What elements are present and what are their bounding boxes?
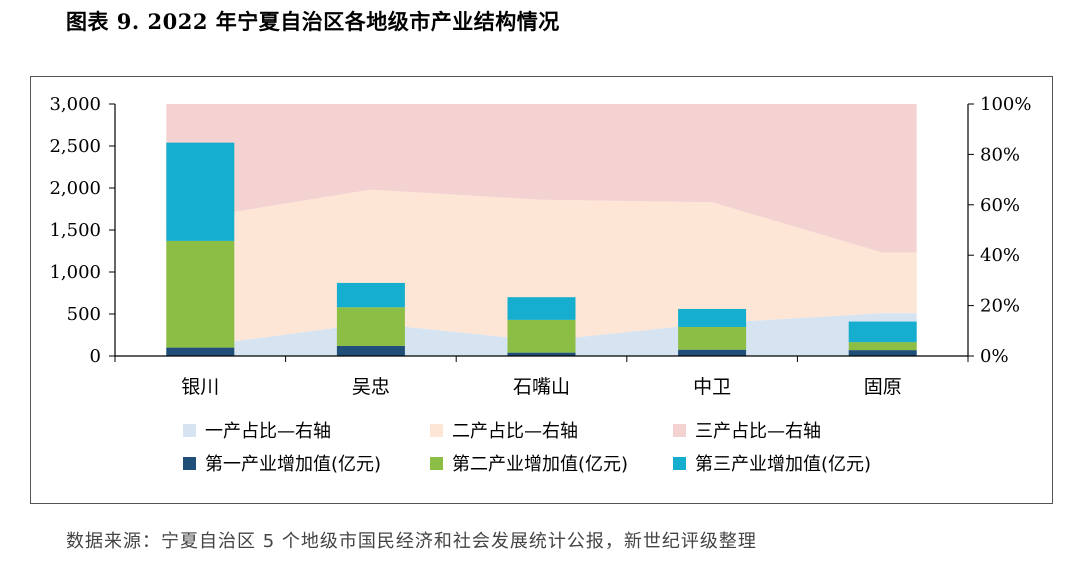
area-3 (166, 104, 917, 253)
right-tick-label: 20% (980, 296, 1020, 317)
bar-s1-3 (507, 352, 576, 356)
bar-s3-3 (507, 297, 576, 320)
left-tick-label: 500 (67, 304, 101, 325)
x-tick-label: 石嘴山 (513, 376, 570, 398)
bar-layer (166, 142, 917, 356)
legend-label: 二产占比—右轴 (452, 421, 578, 442)
legend-label: 第一产业增加值(亿元) (205, 454, 381, 475)
legend-label: 第三产业增加值(亿元) (695, 454, 871, 475)
source-note: 数据来源：宁夏自治区 5 个地级市国民经济和社会发展统计公报，新世纪评级整理 (66, 531, 757, 552)
legend-swatch (673, 457, 686, 470)
bar-s1-1 (166, 347, 235, 356)
legend-label: 三产占比—右轴 (695, 421, 821, 442)
left-tick-label: 1,000 (49, 262, 101, 283)
legend-label: 一产占比—右轴 (205, 421, 331, 442)
bar-s1-5 (848, 350, 917, 356)
right-tick-label: 100% (980, 94, 1031, 115)
legend-swatch (183, 424, 196, 437)
right-tick-label: 80% (980, 144, 1020, 165)
chart-title: 图表 9. 2022 年宁夏自治区各地级市产业结构情况 (66, 9, 560, 34)
right-tick-label: 60% (980, 195, 1020, 216)
bar-s2-5 (848, 342, 917, 351)
bar-s2-1 (166, 240, 235, 348)
x-tick-label: 吴忠 (352, 376, 390, 398)
bar-s2-4 (678, 327, 747, 350)
x-tick-label: 固原 (864, 376, 902, 398)
left-tick-label: 2,000 (49, 178, 101, 199)
left-tick-label: 1,500 (49, 220, 101, 241)
bar-s3-4 (678, 308, 747, 328)
legend-swatch (183, 457, 196, 470)
bar-s3-1 (166, 142, 235, 241)
legend-swatch (673, 424, 686, 437)
legend-swatch (430, 424, 443, 437)
legend-label: 第二产业增加值(亿元) (452, 454, 628, 475)
axes-layer: 0 500 1,000 1,500 2,000 2,500 3,000 0% 20% 40% 60%… (49, 94, 1031, 398)
bar-s3-5 (848, 321, 917, 343)
right-tick-label: 0% (980, 346, 1009, 367)
left-tick-label: 0 (90, 346, 101, 367)
x-tick-label: 银川 (181, 376, 219, 398)
bar-s2-3 (507, 319, 576, 353)
chart-frame (30, 76, 1053, 504)
bar-s2-2 (336, 307, 405, 346)
legend-swatch (430, 457, 443, 470)
bar-s1-4 (678, 349, 747, 356)
x-tick-label: 中卫 (693, 376, 731, 398)
left-tick-label: 2,500 (49, 136, 101, 157)
bar-s1-2 (336, 345, 405, 356)
left-tick-label: 3,000 (49, 94, 101, 115)
bar-s3-2 (336, 282, 405, 308)
right-tick-label: 40% (980, 245, 1020, 266)
